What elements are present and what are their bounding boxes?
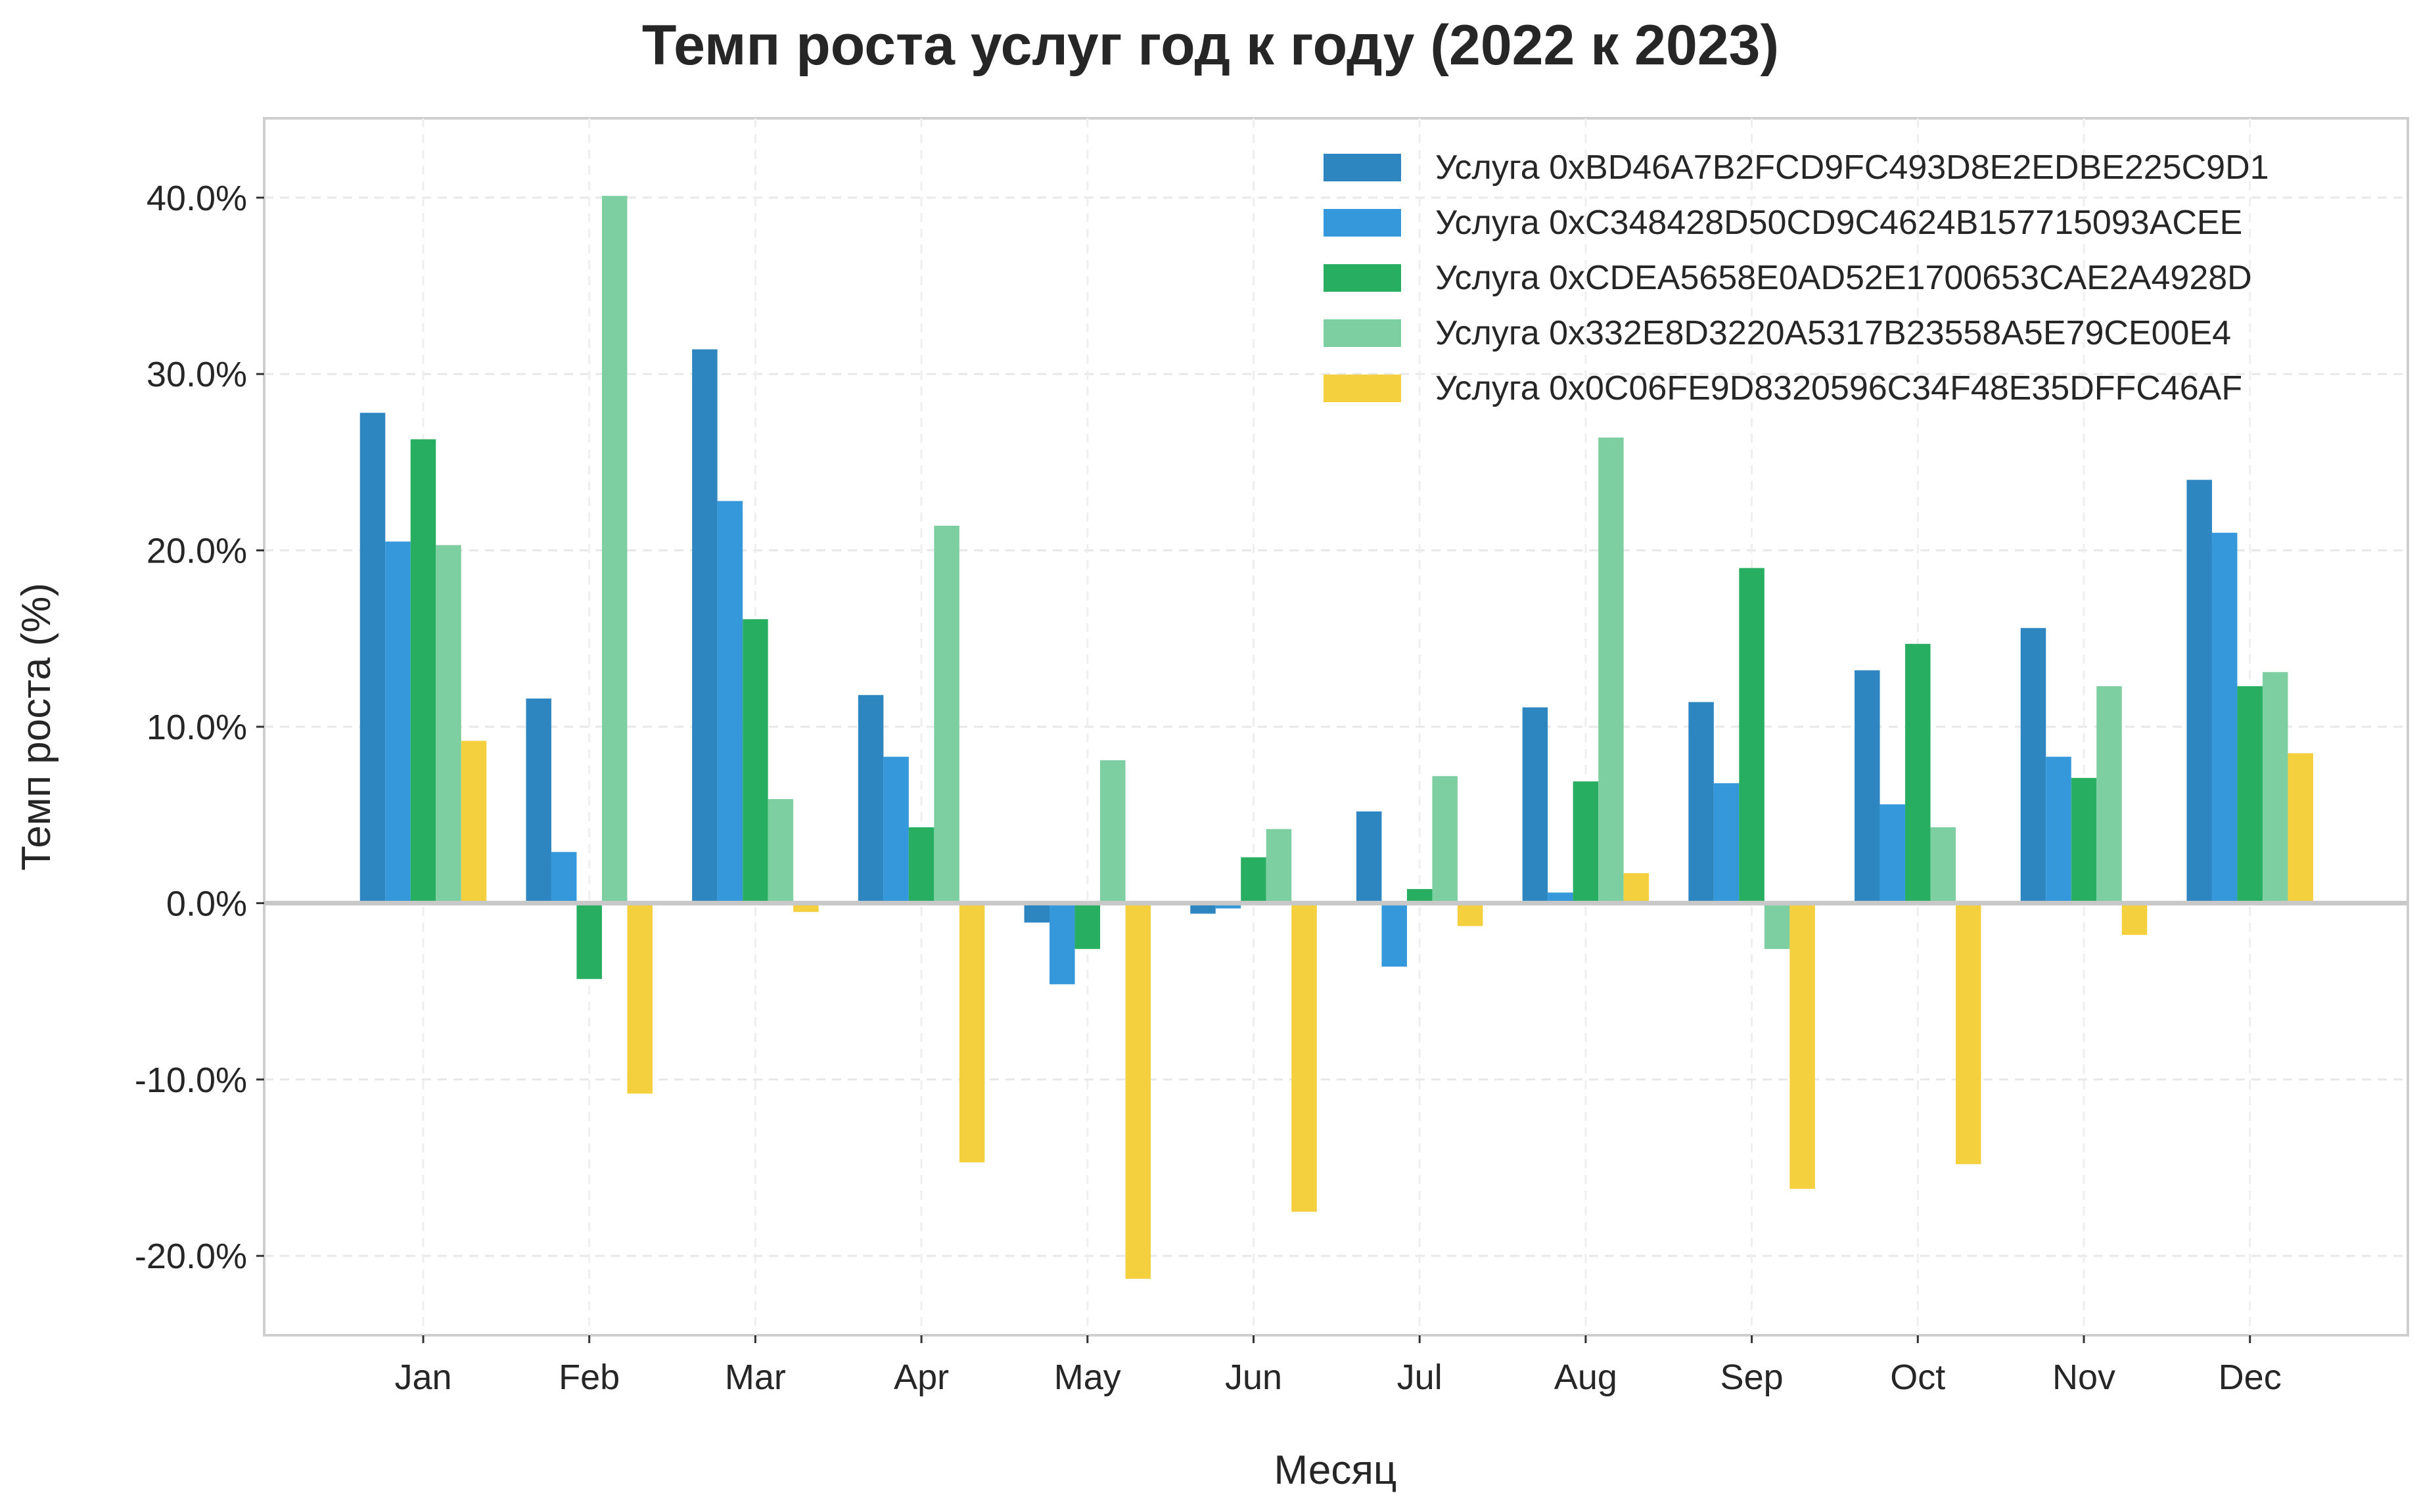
x-tick-label: Feb (559, 1358, 620, 1397)
bar (1879, 804, 1906, 904)
x-tick-label: Jun (1225, 1358, 1282, 1397)
bar (1522, 707, 1548, 904)
legend-swatch (1324, 264, 1401, 292)
y-axis-label: Темп роста (%) (14, 583, 59, 871)
bar (1356, 811, 1382, 904)
bar (1713, 783, 1740, 904)
bar (908, 827, 934, 904)
bar (1956, 903, 1981, 1164)
bar (1905, 643, 1931, 904)
bar (2288, 753, 2313, 904)
bar (1789, 903, 1815, 1189)
bar (526, 699, 551, 904)
bar (461, 741, 487, 904)
bars (359, 196, 2313, 1279)
y-tick-label: 10.0% (147, 708, 247, 747)
bar (1215, 903, 1241, 909)
x-tick-label: Apr (894, 1358, 949, 1397)
legend-swatch (1324, 154, 1401, 181)
bar (1381, 903, 1407, 967)
bar (1266, 829, 1292, 904)
bar (768, 799, 794, 904)
x-tick-label: Oct (1890, 1358, 1945, 1397)
legend-swatch (1324, 375, 1401, 402)
bar (2211, 532, 2238, 904)
bar (1930, 827, 1956, 904)
bar (1125, 903, 1151, 1279)
bar (2020, 628, 2046, 904)
bar (410, 439, 436, 904)
legend-label: Услуга 0x0C06FE9D8320596C34F48E35DFFC46A… (1435, 369, 2242, 407)
bar (1573, 781, 1599, 904)
bar (436, 545, 461, 904)
bar (576, 903, 602, 979)
bar (1855, 670, 1880, 904)
bar (601, 196, 628, 904)
legend-label: Услуга 0xBD46A7B2FCD9FC493D8E2EDBE225C9D… (1435, 149, 2269, 187)
bar (1241, 857, 1266, 904)
x-tick-label: Mar (725, 1358, 786, 1397)
legend: Услуга 0xBD46A7B2FCD9FC493D8E2EDBE225C9D… (1324, 149, 2269, 407)
bar (858, 695, 884, 904)
legend-swatch (1324, 209, 1401, 237)
bar (2046, 756, 2071, 904)
bar (1764, 903, 1790, 950)
y-tick-label: 30.0% (147, 355, 247, 394)
legend-swatch (1324, 319, 1401, 347)
y-tick-label: 20.0% (147, 532, 247, 571)
legend-label: Услуга 0xC348428D50CD9C4624B157715093ACE… (1435, 204, 2242, 242)
bar (1190, 903, 1216, 914)
axis-ticks: -20.0% -10.0% 0.0% 10.0% 20.0% 30.0% 40.0% Jan F… (135, 179, 2282, 1397)
bar (627, 903, 653, 1094)
bar (717, 501, 743, 904)
bar (1291, 903, 1317, 1212)
x-tick-label: Aug (1554, 1358, 1617, 1397)
x-axis-label: Месяц (1274, 1448, 1397, 1493)
bar (2096, 686, 2122, 904)
x-tick-label: Sep (1720, 1358, 1784, 1397)
bar (692, 349, 718, 904)
y-tick-label: -10.0% (135, 1061, 247, 1100)
bar (1623, 873, 1649, 904)
bar (1074, 903, 1101, 950)
bar (1598, 437, 1624, 904)
chart-title: Темп роста услуг год к году (2022 к 2023… (642, 14, 1779, 77)
bar (1548, 892, 1573, 904)
bar (959, 903, 985, 1162)
bar (2186, 480, 2212, 904)
bar (2121, 903, 2148, 935)
bar (1457, 903, 1483, 927)
bar (551, 852, 577, 904)
bar (2071, 777, 2097, 904)
bar (1739, 568, 1764, 904)
y-tick-label: 40.0% (147, 179, 247, 218)
bar (359, 413, 386, 904)
bar (1100, 760, 1126, 904)
bar (1432, 776, 1458, 904)
x-tick-label: Jan (394, 1358, 451, 1397)
bar (2237, 686, 2263, 904)
bar (1406, 888, 1433, 904)
legend-label: Услуга 0xCDEA5658E0AD52E1700653CAE2A4928… (1435, 259, 2252, 297)
y-tick-label: -20.0% (135, 1237, 247, 1276)
bar (1049, 903, 1075, 984)
bar (743, 619, 768, 904)
bar (385, 541, 411, 904)
bar (1688, 702, 1714, 904)
x-tick-label: Nov (2052, 1358, 2115, 1397)
x-tick-label: Dec (2219, 1358, 2282, 1397)
bar (2262, 672, 2288, 904)
x-tick-label: May (1054, 1358, 1121, 1397)
x-tick-label: Jul (1397, 1358, 1442, 1397)
bar (1024, 903, 1050, 923)
bar (934, 526, 959, 904)
y-tick-label: 0.0% (166, 884, 247, 923)
bar (883, 756, 909, 904)
legend-label: Услуга 0x332E8D3220A5317B23558A5E79CE00E… (1435, 314, 2231, 352)
